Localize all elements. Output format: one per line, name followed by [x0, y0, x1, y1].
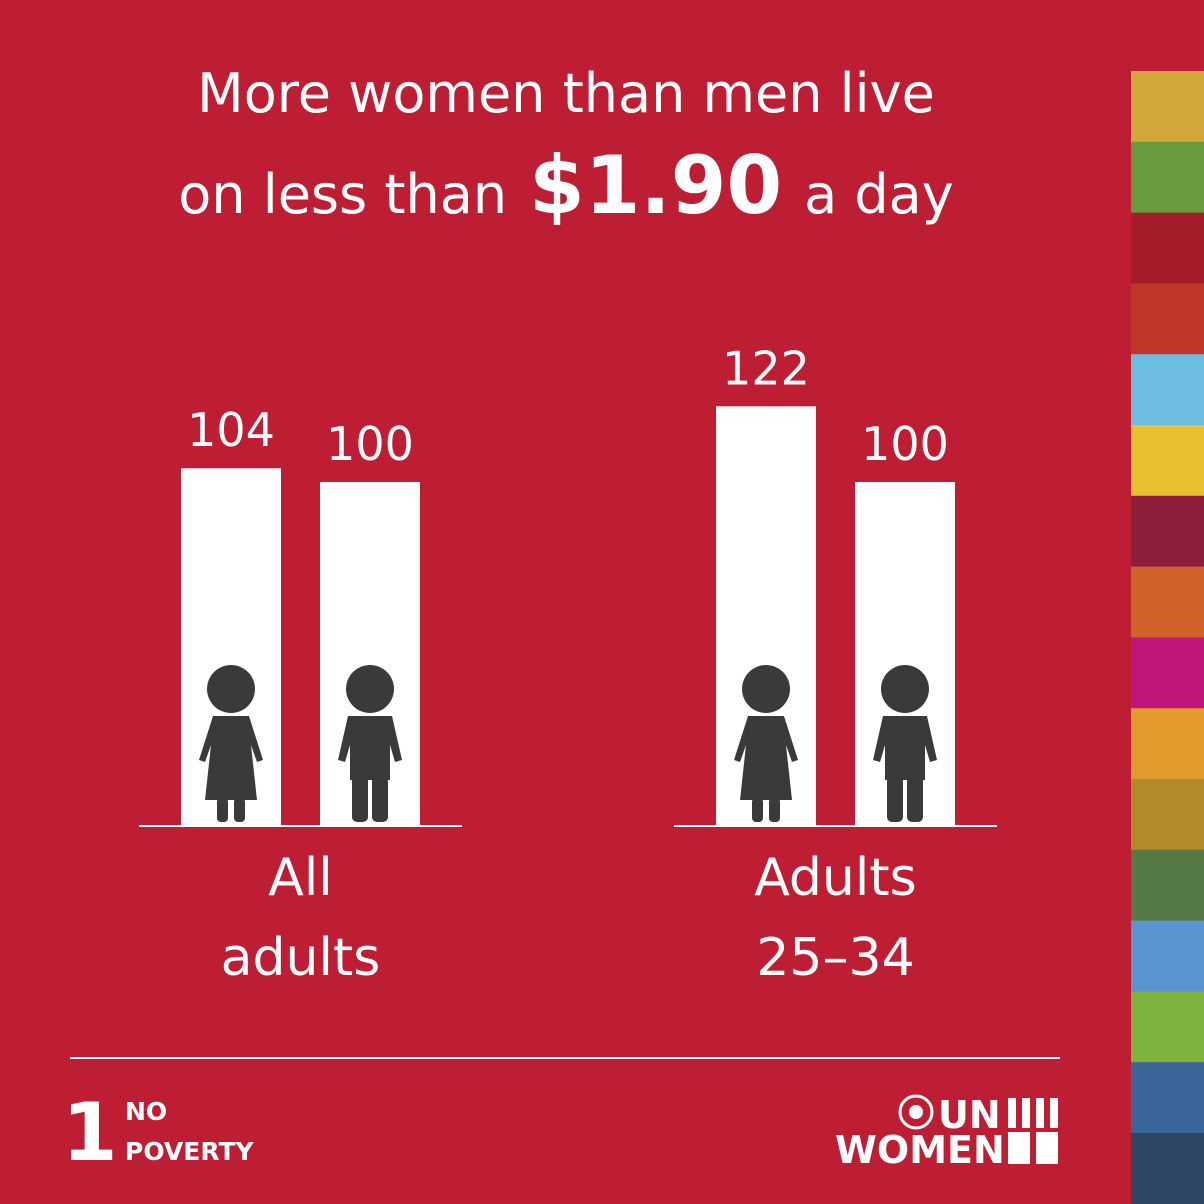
icon-leg	[217, 798, 228, 822]
stripe	[1131, 71, 1204, 143]
icon-head	[881, 665, 929, 713]
logo-text: WOMEN	[835, 1128, 1005, 1172]
icon-leg	[769, 798, 780, 822]
icon-body	[338, 716, 402, 780]
icon-head	[742, 665, 790, 713]
stripe	[1131, 708, 1204, 780]
icon-leg	[352, 776, 368, 822]
value-label: 100	[861, 417, 949, 471]
logo-text: UN	[938, 1093, 1001, 1137]
sdg-stripes	[1131, 71, 1204, 1204]
woman-icon	[734, 665, 798, 822]
icon-body	[873, 716, 937, 780]
icon-body	[734, 716, 798, 800]
goal-number: 1	[62, 1086, 118, 1179]
stripe	[1131, 849, 1204, 922]
stripe	[1131, 495, 1204, 568]
category-label: Adults 25–34	[754, 848, 917, 988]
stripe	[1131, 566, 1204, 639]
logo-mark	[1008, 1098, 1058, 1164]
value-label: 104	[187, 403, 275, 457]
goal-name: POVERTY	[125, 1137, 255, 1166]
woman-icon	[199, 665, 263, 822]
icon-leg	[887, 776, 903, 822]
stripe	[1131, 141, 1204, 214]
title-part: a day	[804, 163, 954, 226]
stripe	[1131, 354, 1204, 426]
title-highlight: $1.90	[529, 139, 782, 232]
stripe	[1131, 779, 1204, 851]
stripe	[1131, 637, 1204, 709]
title-line: More women than men live	[197, 62, 935, 125]
goal-name: NO	[125, 1097, 167, 1126]
logo-emblem	[898, 1094, 934, 1130]
value-label: 100	[326, 417, 414, 471]
man-icon	[873, 665, 937, 822]
icon-body	[199, 716, 263, 800]
icon-leg	[907, 776, 923, 822]
stripe	[1131, 1062, 1204, 1134]
stripe	[1131, 283, 1204, 355]
title-line: on less than $1.90 a day	[178, 139, 953, 232]
title-part: on less than	[178, 163, 507, 226]
stripe	[1131, 1133, 1204, 1204]
value-label: 122	[722, 341, 810, 395]
icon-leg	[752, 798, 763, 822]
icon-head	[207, 665, 255, 713]
icon-leg	[372, 776, 388, 822]
icon-leg	[234, 798, 245, 822]
category-label: All adults	[220, 848, 381, 988]
icon-head	[346, 665, 394, 713]
stripe	[1131, 425, 1204, 497]
stripe	[1131, 991, 1204, 1063]
man-icon	[338, 665, 402, 822]
stripe	[1131, 920, 1204, 993]
stripe	[1131, 212, 1204, 285]
